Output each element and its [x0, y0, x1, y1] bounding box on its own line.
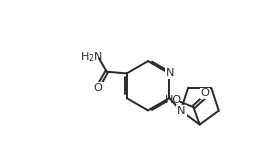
Text: N: N: [166, 68, 175, 78]
Text: HO: HO: [165, 95, 182, 105]
Text: O: O: [94, 83, 103, 93]
Text: H$_2$N: H$_2$N: [80, 50, 103, 64]
Text: O: O: [201, 88, 210, 99]
Text: N: N: [177, 106, 186, 116]
